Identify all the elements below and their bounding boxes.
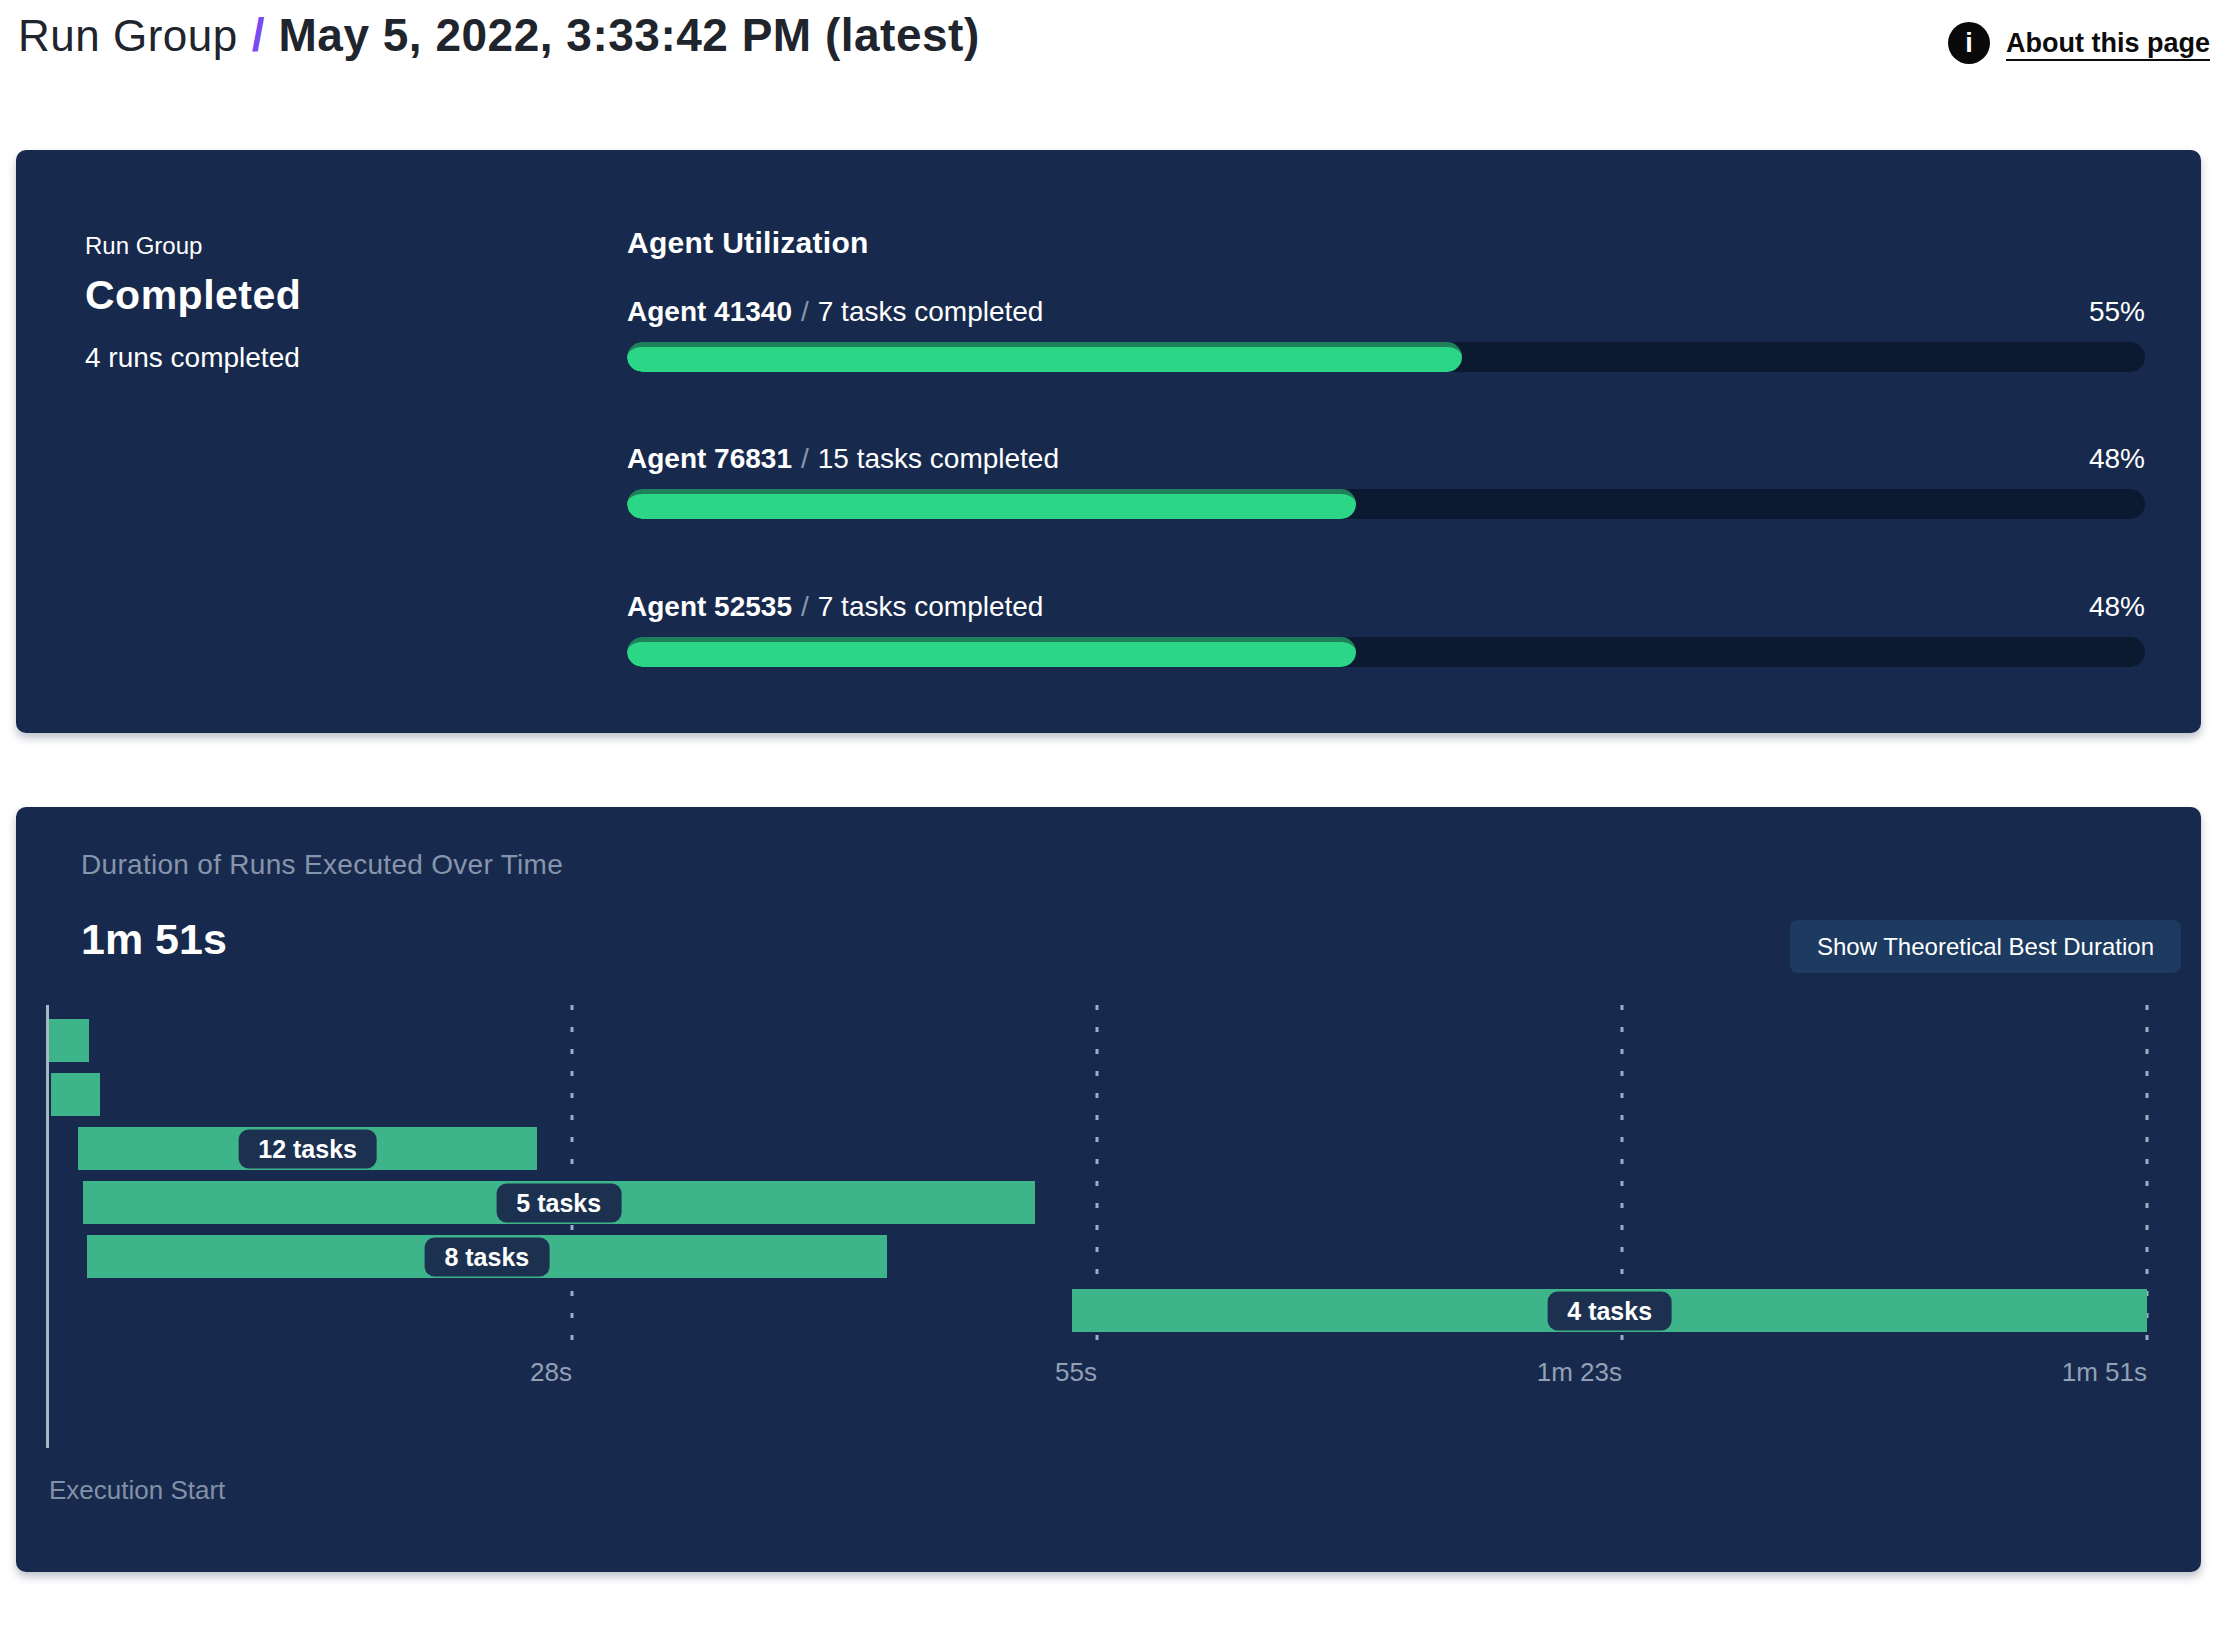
agent-label-separator: /: [792, 591, 818, 622]
task-count-pill: 5 tasks: [496, 1183, 621, 1222]
about-this-page-link[interactable]: i About this page: [1948, 22, 2210, 64]
agent-row: Agent 76831/15 tasks completed 48%: [627, 443, 2145, 519]
agent-utilization-title: Agent Utilization: [627, 226, 869, 260]
breadcrumb-separator: /: [238, 8, 279, 62]
time-axis-tick-label: 1m 23s: [1537, 1357, 1622, 1388]
run-duration-bar: [49, 1019, 89, 1062]
run-duration-bar: [51, 1073, 100, 1116]
agent-label: Agent 52535/7 tasks completed: [627, 591, 2145, 627]
agent-utilization-percent: 48%: [2089, 443, 2145, 475]
agent-name: Agent 76831: [627, 443, 792, 474]
task-count-pill: 12 tasks: [238, 1129, 377, 1168]
task-count-pill: 8 tasks: [424, 1237, 549, 1276]
agent-name: Agent 41340: [627, 296, 792, 327]
time-axis-tick-label: 28s: [530, 1357, 572, 1388]
time-axis-tick-label: 1m 51s: [2062, 1357, 2147, 1388]
execution-start-label: Execution Start: [49, 1475, 225, 1506]
show-theoretical-best-duration-button[interactable]: Show Theoretical Best Duration: [1790, 920, 2181, 973]
run-duration-bar: 8 tasks: [87, 1235, 887, 1278]
utilization-progress-fill: [627, 637, 1356, 667]
agent-name: Agent 52535: [627, 591, 792, 622]
duration-panel: Duration of Runs Executed Over Time 1m 5…: [16, 807, 2201, 1572]
agent-label: Agent 41340/7 tasks completed: [627, 296, 2145, 332]
agent-tasks-completed: 7 tasks completed: [818, 591, 1044, 622]
agent-utilization-percent: 48%: [2089, 591, 2145, 623]
time-gridline: [571, 1005, 574, 1352]
run-group-status: Completed: [85, 272, 301, 319]
agent-row: Agent 52535/7 tasks completed 48%: [627, 591, 2145, 667]
duration-chart-title: Duration of Runs Executed Over Time: [81, 849, 563, 881]
agent-label-separator: /: [792, 443, 818, 474]
run-duration-bar: 12 tasks: [78, 1127, 537, 1170]
run-group-label: Run Group: [85, 232, 202, 260]
agent-row: Agent 41340/7 tasks completed 55%: [627, 296, 2145, 372]
agent-tasks-completed: 7 tasks completed: [818, 296, 1044, 327]
utilization-progress-track: [627, 637, 2145, 667]
breadcrumb-run-group[interactable]: Run Group: [18, 11, 238, 61]
agent-label-separator: /: [792, 296, 818, 327]
agent-utilization-section: Agent Utilization Agent 41340/7 tasks co…: [627, 150, 2145, 733]
page-title: May 5, 2022, 3:33:42 PM (latest): [279, 8, 980, 62]
page-header: Run Group / May 5, 2022, 3:33:42 PM (lat…: [18, 8, 980, 62]
runs-completed-count: 4 runs completed: [85, 342, 300, 374]
about-link-label: About this page: [2006, 28, 2210, 59]
agent-tasks-completed: 15 tasks completed: [818, 443, 1059, 474]
utilization-progress-fill: [627, 489, 1356, 519]
info-icon: i: [1948, 22, 1990, 64]
gantt-chart: 28s 55s 1m 23s 1m 51s 12 tasks 5 tasks 8 tasks…: [47, 1005, 2147, 1525]
utilization-progress-track: [627, 489, 2145, 519]
run-duration-bar: 4 tasks: [1072, 1289, 2147, 1332]
total-duration-value: 1m 51s: [81, 915, 227, 964]
utilization-progress-fill: [627, 342, 1462, 372]
time-axis-tick-label: 55s: [1055, 1357, 1097, 1388]
task-count-pill: 4 tasks: [1547, 1291, 1672, 1330]
agent-label: Agent 76831/15 tasks completed: [627, 443, 2145, 479]
run-duration-bar: 5 tasks: [83, 1181, 1035, 1224]
utilization-progress-track: [627, 342, 2145, 372]
agent-utilization-percent: 55%: [2089, 296, 2145, 328]
run-group-summary-panel: Run Group Completed 4 runs completed Age…: [16, 150, 2201, 733]
